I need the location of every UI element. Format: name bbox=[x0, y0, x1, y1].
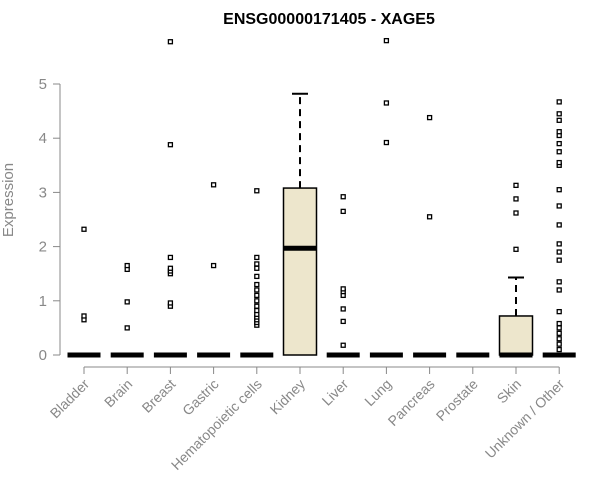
y-tick-label: 4 bbox=[39, 130, 47, 147]
outlier-point bbox=[254, 273, 260, 280]
box-group bbox=[282, 92, 318, 356]
outlier-point bbox=[167, 300, 174, 306]
outlier-point bbox=[124, 262, 130, 269]
outlier-point bbox=[556, 222, 562, 228]
box-group bbox=[197, 182, 231, 358]
chart-title: ENSG00000171405 - XAGE5 bbox=[223, 11, 435, 28]
outlier-point bbox=[513, 246, 519, 252]
outlier-point bbox=[556, 159, 562, 166]
outlier-point bbox=[210, 262, 217, 269]
outlier-point bbox=[254, 298, 260, 304]
outlier-point bbox=[556, 111, 562, 117]
x-tick-label: Brain bbox=[101, 376, 135, 410]
outlier-point bbox=[81, 226, 87, 232]
x-tick-label: Gastric bbox=[179, 376, 222, 419]
x-tick-label: Liver bbox=[319, 376, 352, 409]
outlier-point bbox=[513, 182, 519, 189]
y-tick-label: 3 bbox=[39, 184, 47, 201]
outlier-point bbox=[340, 286, 346, 292]
outlier-point bbox=[556, 257, 562, 263]
box-group bbox=[240, 188, 274, 358]
x-tick-label: Prostate bbox=[433, 376, 481, 424]
x-tick-label: Bladder bbox=[47, 376, 93, 422]
outlier-point bbox=[124, 325, 130, 331]
outlier-point bbox=[254, 265, 260, 271]
outlier-point bbox=[340, 194, 346, 200]
outlier-point bbox=[426, 114, 433, 121]
x-tick-label: Lung bbox=[361, 376, 394, 409]
outlier-point bbox=[167, 142, 174, 148]
outlier-point bbox=[556, 129, 562, 135]
outlier-point bbox=[556, 149, 562, 155]
outlier-point bbox=[556, 287, 562, 293]
x-tick-label: Skin bbox=[494, 376, 525, 407]
outlier-point bbox=[81, 313, 87, 319]
outlier-point bbox=[340, 306, 346, 312]
box-iqr bbox=[282, 187, 318, 356]
x-tick-label: Unknown / Other bbox=[482, 376, 568, 462]
y-tick-label: 1 bbox=[39, 293, 47, 310]
outlier-point bbox=[340, 208, 346, 215]
outlier-point bbox=[556, 308, 562, 315]
outlier-point bbox=[340, 318, 346, 325]
outlier-point bbox=[556, 99, 562, 105]
outlier-point bbox=[556, 117, 562, 123]
box-group bbox=[110, 262, 144, 358]
outlier-point bbox=[556, 187, 562, 193]
outlier-point bbox=[556, 279, 562, 285]
y-tick-label: 5 bbox=[39, 76, 47, 93]
box-group bbox=[153, 39, 187, 358]
outlier-point bbox=[254, 292, 260, 299]
outlier-point bbox=[426, 214, 433, 220]
y-axis-label: Expression bbox=[0, 163, 17, 237]
box-group bbox=[413, 114, 447, 358]
outlier-point bbox=[556, 249, 562, 255]
outlier-point bbox=[210, 182, 217, 188]
outlier-point bbox=[167, 265, 174, 271]
box-group bbox=[326, 194, 360, 358]
outlier-point bbox=[513, 210, 519, 216]
axes: 0 1 2 3 4 5 bbox=[39, 76, 560, 374]
outlier-point bbox=[556, 203, 562, 209]
outlier-point bbox=[254, 287, 260, 293]
outlier-point bbox=[556, 140, 562, 147]
y-tick-label: 2 bbox=[39, 239, 47, 256]
boxes bbox=[67, 37, 576, 358]
outlier-point bbox=[167, 254, 174, 261]
box-iqr bbox=[498, 315, 534, 356]
outlier-point bbox=[383, 139, 390, 146]
outlier-point bbox=[556, 346, 562, 353]
outlier-point bbox=[167, 39, 174, 45]
x-tick-label: Pancreas bbox=[385, 376, 438, 429]
outlier-point bbox=[556, 241, 562, 247]
outlier-point bbox=[254, 188, 260, 194]
outlier-point bbox=[254, 261, 260, 267]
outlier-point bbox=[254, 303, 260, 309]
box-group bbox=[67, 226, 101, 358]
outlier-point bbox=[556, 336, 562, 342]
box-group bbox=[369, 37, 403, 358]
y-tick-label: 0 bbox=[39, 347, 47, 364]
x-tick-label: Kidney bbox=[267, 376, 309, 418]
outlier-point bbox=[254, 254, 260, 261]
outlier-point bbox=[556, 330, 562, 336]
outlier-point bbox=[340, 342, 346, 348]
outlier-point bbox=[556, 320, 562, 327]
outlier-point bbox=[383, 37, 390, 44]
outlier-point bbox=[124, 299, 130, 305]
outlier-point bbox=[556, 341, 562, 347]
outlier-point bbox=[254, 307, 260, 314]
outlier-point bbox=[513, 196, 519, 202]
outlier-point bbox=[556, 325, 562, 331]
box-group bbox=[498, 182, 534, 358]
outlier-point bbox=[254, 281, 260, 288]
x-tick-label: Breast bbox=[139, 376, 179, 416]
outlier-point bbox=[383, 100, 390, 106]
box-group bbox=[542, 99, 576, 358]
